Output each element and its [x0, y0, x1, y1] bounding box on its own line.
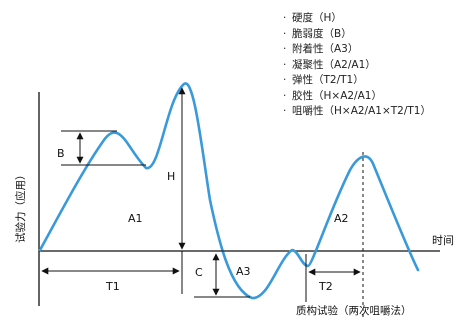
legend-item: · 胶性（H×A2/A1）	[283, 89, 431, 105]
legend-item-text: 脆弱度（B）	[292, 27, 352, 40]
bullet-icon: ·	[283, 43, 287, 55]
label-a1: A1	[128, 212, 143, 225]
legend-item-text: 胶性（H×A2/A1）	[292, 89, 382, 102]
bullet-icon: ·	[283, 27, 287, 40]
bullet-icon: ·	[283, 89, 287, 102]
legend-item-text: 咀嚼性（H×A2/A1×T2/T1）	[292, 105, 431, 117]
label-c: C	[195, 266, 203, 279]
caption: 质构试验（两次咀嚼法）	[296, 304, 412, 317]
label-t1: T1	[105, 280, 120, 293]
legend-item-text: 凝聚性（A2/A1）	[292, 58, 376, 71]
x-axis-label: 时间	[432, 234, 454, 247]
label-b: B	[57, 147, 65, 160]
force-curve	[38, 82, 420, 300]
legend-item-text: 附着性（A3）	[292, 43, 359, 55]
property-legend: · 硬度（H） · 脆弱度（B） · 附着性（A3） · 凝聚性（A2/A1） · 弹性（…	[283, 11, 431, 120]
bullet-icon: ·	[283, 74, 287, 86]
label-a2: A2	[334, 212, 349, 225]
bullet-icon: ·	[283, 58, 287, 71]
legend-item: · 弹性（T2/T1）	[283, 73, 431, 89]
bullet-icon: ·	[283, 105, 287, 117]
legend-item: · 附着性（A3）	[283, 42, 431, 58]
legend-item-text: 硬度（H）	[292, 12, 342, 24]
legend-item-text: 弹性（T2/T1）	[292, 74, 364, 86]
label-a3: A3	[236, 265, 251, 278]
legend-item: · 硬度（H）	[283, 11, 431, 27]
y-axis-label: 试验力（应用）	[14, 170, 27, 244]
label-h: H	[167, 170, 175, 183]
label-t2: T2	[318, 280, 333, 293]
legend-item: · 咀嚼性（H×A2/A1×T2/T1）	[283, 104, 431, 120]
legend-item: · 脆弱度（B）	[283, 27, 431, 43]
legend-item: · 凝聚性（A2/A1）	[283, 58, 431, 74]
bullet-icon: ·	[283, 12, 287, 24]
